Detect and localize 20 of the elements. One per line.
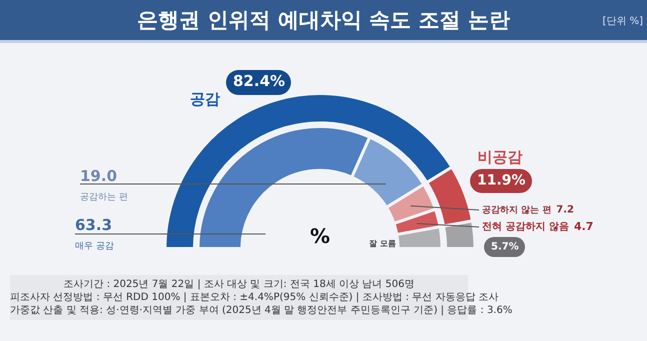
data-label: 63.3 [75,216,112,234]
slice-label: 잘 모름 [369,239,396,248]
text: % [310,224,330,248]
text: 피조사자 선정방법 : 무선 RDD 100% | 표본오차 : ±4.4%P(95% 신뢰수준) | 조사방법 : 무선 자동응답 조사 [10,291,498,304]
slice-label: 공감하지 않는 편 [482,205,552,216]
chart-title: 은행권 인위적 예대차익 속도 조절 논란 [137,8,510,32]
data-label: 82.4% [233,72,286,90]
text: [단위 %] [602,15,643,28]
slice-label: 전혀 공감하지 않음 [482,222,569,233]
slice-label: 공감 [190,90,220,108]
slice-label: 비공감 [478,148,522,166]
text: 조사기간 : 2025년 7월 22일 | 조사 대상 및 크기: 전국 18세 이상 남녀 506명 [62,278,416,291]
data-label: 19.0 [80,166,118,185]
data-label: 11.9% [477,172,526,189]
data-label: 5.7% [491,242,519,253]
slice-label: 매우 공감 [75,241,114,252]
text: 가중값 산출 및 적용: 성·연령·지역별 가중 부여 (2025년 4월 말 행정안전부 주민등록인구 기준) | 응답률 : 3.6% [10,304,512,317]
data-label: 4.7 [574,220,594,233]
data-label: 7.2 [556,204,574,216]
slice-label: 공감하는 편 [80,192,128,202]
